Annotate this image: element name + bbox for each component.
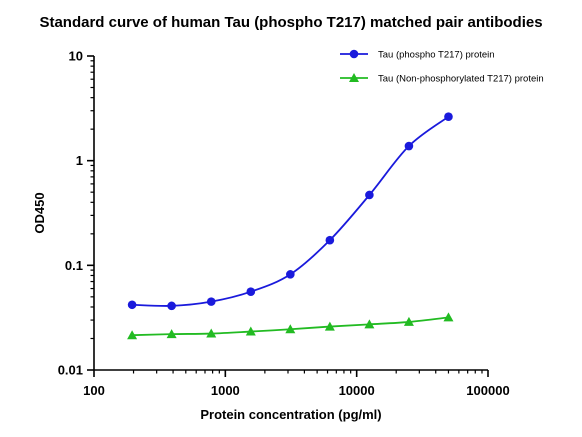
y-tick-label: 10 bbox=[69, 49, 83, 64]
legend: Tau (phospho T217) protein Tau (Non-phosp… bbox=[340, 50, 544, 85]
axes: 0.01 0.1 1 10 100 1000 10000 100000 bbox=[58, 49, 510, 399]
series-1-point bbox=[286, 270, 295, 279]
legend-marker-1 bbox=[349, 49, 359, 59]
legend-label-2: Tau (Non-phosphorylated T217) protein bbox=[378, 74, 544, 85]
series-1-point bbox=[365, 190, 374, 200]
x-tick-label: 1000 bbox=[211, 383, 240, 398]
data-markers bbox=[127, 112, 454, 340]
series-2-point bbox=[324, 321, 335, 331]
legend-marker-2 bbox=[349, 73, 359, 82]
series-1-point bbox=[167, 301, 176, 311]
series-2-point bbox=[364, 319, 375, 329]
series-2-point bbox=[403, 316, 414, 326]
series-2-point bbox=[127, 330, 138, 340]
series-1-point bbox=[127, 300, 137, 310]
series-2-point bbox=[166, 329, 177, 339]
y-tick-label: 1 bbox=[76, 153, 83, 168]
series-1-point bbox=[246, 287, 256, 296]
fit-curves bbox=[132, 115, 449, 337]
y-tick-label: 0.01 bbox=[58, 363, 83, 378]
x-tick-label: 100 bbox=[83, 383, 105, 398]
series-1-point bbox=[325, 235, 335, 245]
x-axis-label: Protein concentration (pg/ml) bbox=[200, 407, 381, 422]
y-tick-label: 0.1 bbox=[65, 258, 83, 273]
series-1-point bbox=[444, 112, 453, 122]
y-axis-label: OD450 bbox=[32, 192, 47, 233]
series-1-point bbox=[404, 141, 414, 151]
series-2-point bbox=[206, 328, 217, 338]
series-2-point bbox=[245, 326, 256, 336]
chart-title: Standard curve of human Tau (phospho T21… bbox=[39, 14, 542, 31]
series-1-point bbox=[206, 297, 216, 306]
legend-label-1: Tau (phospho T217) protein bbox=[378, 50, 495, 61]
series-2-point bbox=[443, 312, 454, 322]
series-2-point bbox=[285, 324, 296, 334]
x-tick-label: 10000 bbox=[339, 383, 375, 398]
x-tick-label: 100000 bbox=[466, 383, 509, 398]
